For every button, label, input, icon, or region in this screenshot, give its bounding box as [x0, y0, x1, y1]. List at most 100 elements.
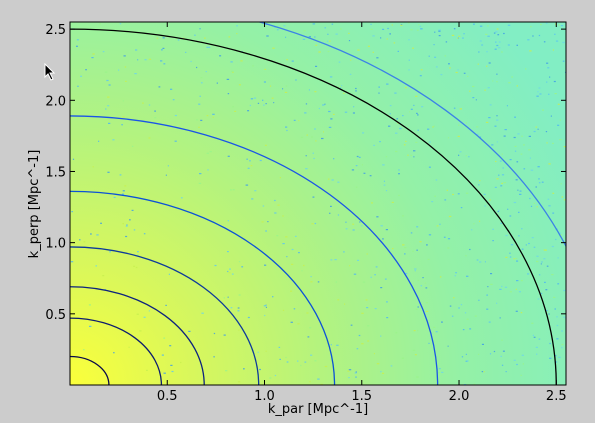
noise-speckle: [413, 150, 416, 152]
noise-speckle: [521, 354, 524, 356]
noise-speckle: [223, 297, 225, 299]
noise-speckle: [549, 342, 551, 345]
noise-speckle: [374, 274, 376, 276]
noise-speckle: [416, 112, 418, 114]
noise-speckle: [293, 308, 296, 310]
noise-speckle: [198, 103, 201, 105]
noise-speckle: [352, 229, 355, 231]
noise-speckle: [99, 23, 101, 25]
noise-speckle: [206, 152, 209, 154]
noise-speckle: [469, 90, 471, 92]
noise-speckle: [458, 154, 460, 156]
noise-speckle: [527, 273, 530, 275]
noise-speckle: [437, 372, 440, 374]
noise-speckle: [444, 199, 447, 201]
noise-speckle: [122, 100, 124, 102]
noise-speckle: [373, 353, 375, 355]
noise-speckle: [533, 202, 536, 204]
noise-speckle: [408, 69, 410, 71]
noise-speckle: [555, 361, 558, 363]
noise-speckle: [314, 128, 316, 130]
noise-speckle: [338, 61, 341, 63]
noise-speckle: [496, 119, 499, 121]
noise-speckle: [121, 193, 124, 195]
noise-speckle: [552, 142, 554, 144]
noise-speckle: [457, 37, 459, 39]
noise-speckle: [321, 137, 324, 140]
noise-speckle: [476, 126, 479, 128]
noise-speckle: [420, 285, 423, 287]
noise-speckle: [133, 265, 136, 267]
noise-speckle: [336, 344, 339, 346]
noise-speckle: [286, 361, 289, 363]
noise-speckle: [561, 347, 563, 349]
noise-speckle: [427, 258, 430, 260]
noise-speckle: [348, 377, 350, 379]
noise-speckle: [306, 134, 308, 136]
noise-speckle: [238, 84, 241, 86]
noise-speckle: [276, 235, 279, 237]
noise-speckle: [350, 59, 352, 61]
noise-speckle: [380, 37, 382, 39]
noise-speckle: [76, 39, 79, 41]
noise-speckle: [509, 252, 511, 254]
noise-speckle: [295, 235, 297, 237]
noise-speckle: [243, 368, 245, 370]
noise-speckle: [284, 91, 288, 93]
noise-speckle: [453, 107, 456, 109]
noise-speckle: [501, 153, 503, 155]
noise-speckle: [355, 87, 357, 90]
noise-speckle: [490, 273, 493, 275]
noise-speckle: [163, 372, 166, 374]
noise-speckle: [358, 334, 361, 337]
noise-speckle: [556, 338, 559, 340]
noise-speckle: [375, 266, 378, 268]
noise-speckle: [443, 236, 446, 238]
noise-speckle: [366, 307, 369, 309]
noise-speckle: [552, 49, 554, 51]
noise-speckle: [404, 247, 407, 249]
noise-speckle: [330, 344, 332, 346]
noise-speckle: [372, 51, 374, 53]
noise-speckle: [337, 86, 340, 88]
noise-speckle: [230, 307, 233, 309]
noise-speckle: [251, 198, 254, 200]
noise-speckle: [425, 287, 428, 289]
noise-speckle: [89, 325, 92, 327]
x-axis-label: k_par [Mpc^-1]: [268, 402, 368, 417]
noise-speckle: [265, 306, 267, 308]
noise-speckle: [122, 223, 124, 225]
noise-speckle: [520, 374, 522, 376]
noise-speckle: [324, 103, 326, 105]
noise-speckle: [431, 201, 434, 203]
noise-speckle: [378, 86, 380, 88]
noise-speckle: [254, 190, 257, 192]
noise-speckle: [247, 110, 250, 112]
noise-speckle: [416, 249, 418, 251]
noise-speckle: [208, 46, 211, 48]
noise-speckle: [125, 235, 128, 238]
noise-speckle: [345, 228, 348, 230]
noise-speckle: [516, 44, 518, 46]
noise-speckle: [451, 315, 454, 317]
x-axis-ticks: 0.5 1.0 1.5 2.0 2.5: [157, 22, 567, 404]
noise-speckle: [496, 302, 498, 304]
noise-speckle: [558, 232, 562, 234]
noise-speckle: [272, 296, 274, 298]
noise-speckle: [492, 240, 494, 242]
noise-speckle: [391, 201, 394, 203]
noise-speckle: [498, 209, 500, 211]
noise-speckle: [170, 364, 173, 366]
noise-speckle: [504, 129, 507, 131]
noise-speckle: [543, 41, 546, 43]
noise-speckle: [131, 145, 134, 147]
noise-speckle: [479, 25, 483, 27]
noise-speckle: [474, 315, 477, 317]
noise-speckle: [413, 104, 415, 106]
noise-speckle: [199, 28, 201, 30]
noise-speckle: [516, 161, 519, 163]
noise-speckle: [420, 28, 423, 30]
noise-speckle: [490, 283, 493, 285]
noise-speckle: [435, 179, 438, 181]
noise-speckle: [100, 222, 102, 224]
